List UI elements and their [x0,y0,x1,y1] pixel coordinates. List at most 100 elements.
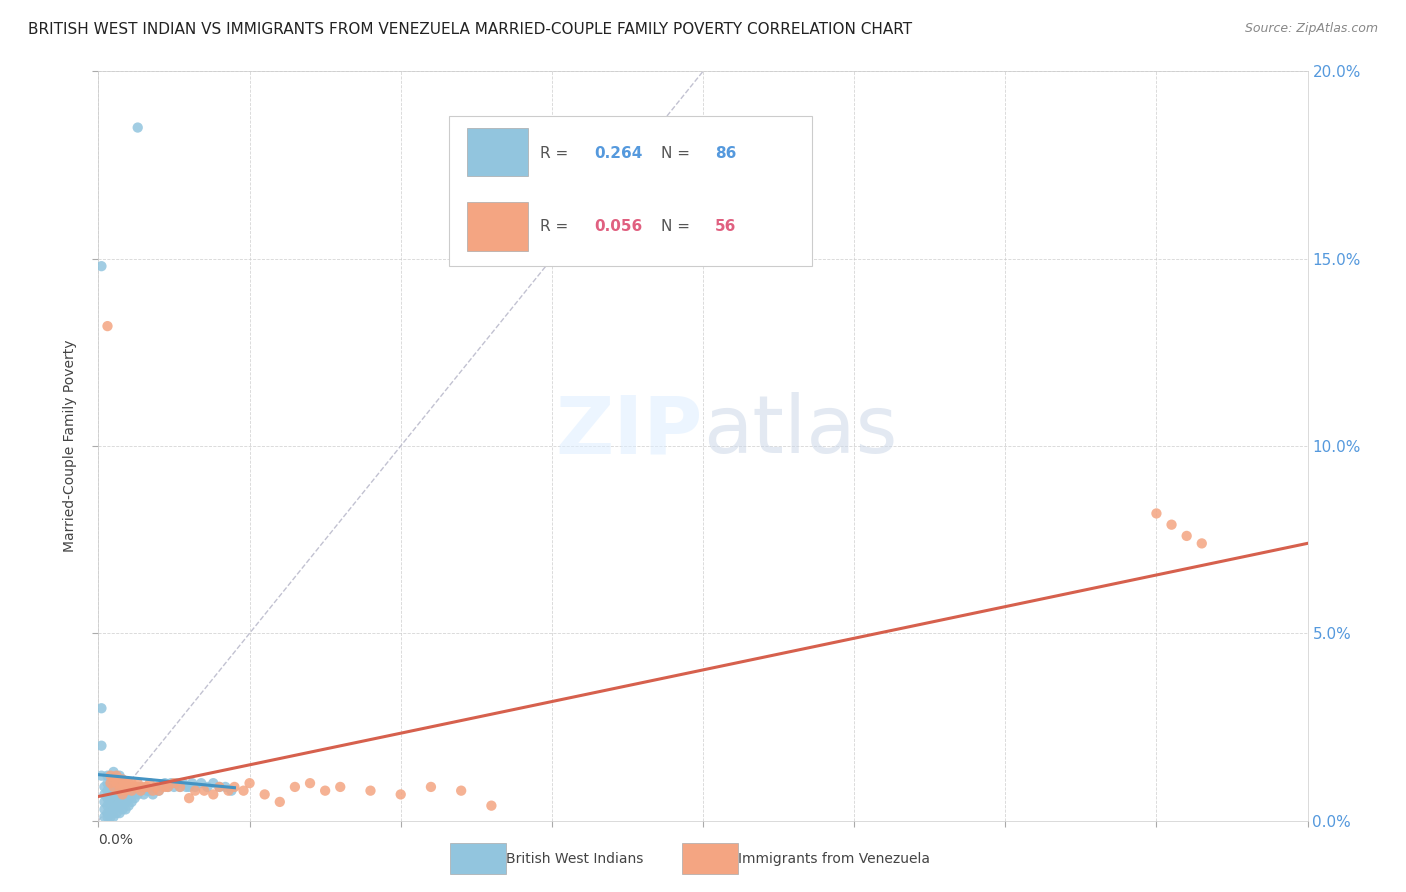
Point [166,776,188,790]
Y-axis label: Married-Couple Family Poverty: Married-Couple Family Poverty [63,340,77,552]
Point [1160,517,1182,532]
Point [111,780,134,794]
Point [169,780,191,794]
Point [100,776,122,790]
Point [208,780,231,794]
Point [90,769,112,783]
Point [93,810,115,824]
Point [420,780,443,794]
Point [269,795,291,809]
Point [105,788,128,802]
Point [114,783,136,797]
Point [127,120,149,135]
Text: N =: N = [661,219,695,234]
Point [450,783,472,797]
Point [145,780,167,794]
Point [103,802,125,816]
Point [108,776,131,790]
Text: BRITISH WEST INDIAN VS IMMIGRANTS FROM VENEZUELA MARRIED-COUPLE FAMILY POVERTY C: BRITISH WEST INDIAN VS IMMIGRANTS FROM V… [28,22,912,37]
Point [90,701,112,715]
Point [96,810,118,824]
Point [284,780,307,794]
Point [184,780,207,794]
Point [108,795,131,809]
Point [208,780,231,794]
Point [100,806,122,821]
Point [93,795,115,809]
Point [103,780,125,794]
Point [114,780,136,794]
Point [179,791,201,805]
Point [1144,507,1167,521]
Point [139,783,162,797]
Point [172,776,194,790]
Point [93,788,115,802]
Point [1175,529,1198,543]
Point [121,783,143,797]
Text: R =: R = [540,146,572,161]
Point [108,769,131,783]
Text: N =: N = [661,146,695,161]
Point [96,769,118,783]
Point [105,806,128,821]
Point [224,780,246,794]
Point [132,780,155,794]
Point [181,776,204,790]
Point [253,788,276,802]
Point [108,783,131,797]
Text: atlas: atlas [703,392,897,470]
Point [105,780,128,794]
Point [105,791,128,805]
Point [193,783,215,797]
Point [148,783,170,797]
Text: 86: 86 [716,146,737,161]
Point [481,798,503,813]
Point [160,776,183,790]
Point [108,798,131,813]
Point [299,776,322,790]
Text: Source: ZipAtlas.com: Source: ZipAtlas.com [1244,22,1378,36]
Point [108,776,131,790]
FancyBboxPatch shape [449,116,811,266]
Text: R =: R = [540,219,572,234]
Point [100,776,122,790]
Point [108,780,131,794]
Point [118,783,141,797]
Point [118,798,141,813]
Point [103,788,125,802]
Point [100,810,122,824]
Point [114,788,136,802]
Point [221,783,243,797]
Text: Immigrants from Venezuela: Immigrants from Venezuela [738,852,931,866]
Point [100,798,122,813]
Point [105,776,128,790]
Point [232,783,254,797]
Point [105,798,128,813]
Point [93,802,115,816]
Point [135,783,157,797]
Point [360,783,382,797]
Point [142,783,165,797]
Point [105,769,128,783]
Text: ZIP: ZIP [555,392,703,470]
Point [1191,536,1213,550]
Text: 56: 56 [716,219,737,234]
Point [124,780,146,794]
Point [179,780,201,794]
Point [184,783,207,797]
Point [103,795,125,809]
Point [96,776,118,790]
Point [118,780,141,794]
Point [90,739,112,753]
Point [129,783,152,797]
Point [90,259,112,273]
Point [239,776,262,790]
Point [118,791,141,805]
Point [121,776,143,790]
Point [150,780,173,794]
Point [121,788,143,802]
Point [127,780,149,794]
Point [132,788,155,802]
Point [202,788,225,802]
Point [217,783,239,797]
